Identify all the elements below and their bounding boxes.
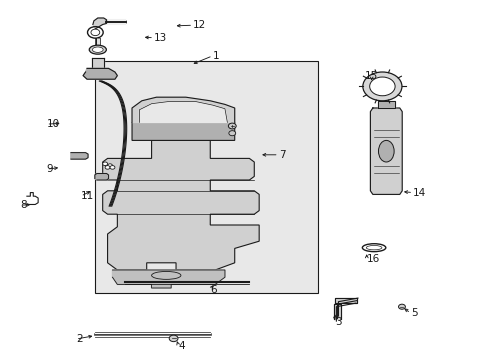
Text: 3: 3 [334,317,341,327]
Text: 12: 12 [193,20,206,30]
Text: 7: 7 [278,150,285,160]
Text: 9: 9 [46,164,53,174]
Polygon shape [95,174,108,180]
Circle shape [228,131,235,136]
Text: 6: 6 [210,285,217,295]
Polygon shape [102,140,259,270]
Text: 15: 15 [364,71,378,81]
Polygon shape [132,97,234,122]
Circle shape [362,72,401,101]
Ellipse shape [362,244,385,252]
Ellipse shape [366,246,381,250]
Polygon shape [139,102,227,122]
Polygon shape [93,18,106,29]
Ellipse shape [89,45,106,54]
Text: 5: 5 [410,308,417,318]
Circle shape [169,335,178,342]
Circle shape [398,304,405,309]
Text: 13: 13 [154,33,167,43]
Polygon shape [92,58,103,72]
Ellipse shape [378,140,393,162]
Circle shape [105,166,110,169]
Circle shape [91,29,100,36]
Polygon shape [27,193,38,204]
Ellipse shape [92,47,103,52]
Circle shape [102,162,107,166]
Polygon shape [83,68,117,79]
Text: 2: 2 [76,334,82,344]
Polygon shape [370,108,401,194]
Text: 4: 4 [178,341,185,351]
Polygon shape [112,270,224,288]
Text: 10: 10 [46,119,60,129]
Polygon shape [71,153,88,159]
Text: 14: 14 [412,188,426,198]
Text: 1: 1 [212,51,219,61]
Polygon shape [377,101,394,108]
Circle shape [107,164,112,167]
Polygon shape [334,298,356,303]
Text: 11: 11 [81,191,94,201]
Polygon shape [132,115,234,140]
Circle shape [110,166,115,169]
Bar [95,61,317,293]
Text: 8: 8 [20,200,27,210]
Text: 16: 16 [366,254,379,264]
Circle shape [369,77,394,96]
Circle shape [228,123,236,129]
